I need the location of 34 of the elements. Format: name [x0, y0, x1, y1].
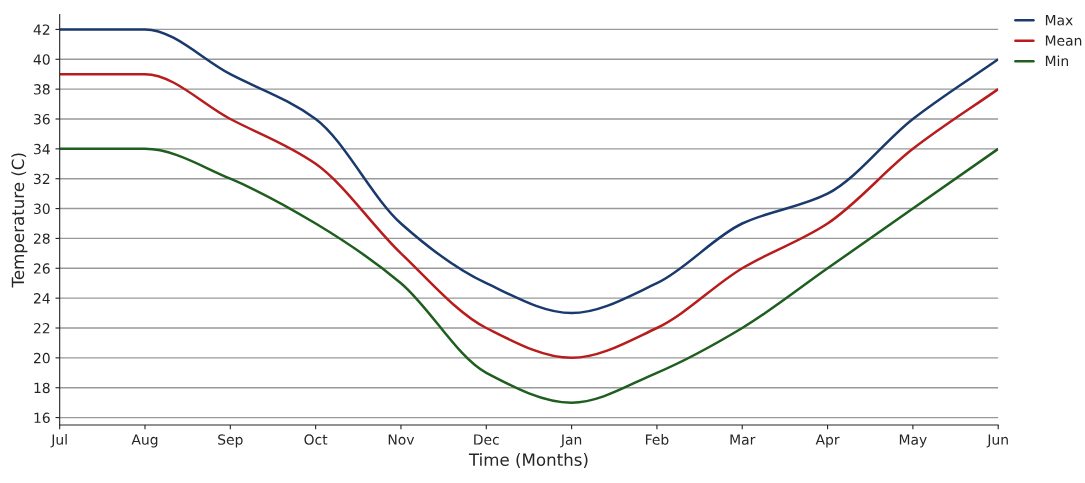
y-tick-label: 30 — [34, 203, 50, 215]
y-tick-label: 20 — [33, 352, 50, 364]
x-tick-label: Nov — [388, 434, 415, 445]
x-tick-label: Jun — [986, 434, 1008, 448]
x-tick-label: Feb — [645, 434, 669, 445]
y-tick-label: 22 — [33, 322, 50, 334]
y-tick-label: 16 — [34, 412, 50, 424]
y-tick-label: 42 — [33, 24, 50, 35]
y-tick-label: 32 — [34, 173, 50, 185]
y-tick-label: 40 — [33, 54, 50, 65]
x-tick-label: Sep — [218, 434, 243, 448]
legend-label: Mean — [1045, 35, 1082, 46]
y-tick-label: 28 — [33, 233, 50, 244]
line-series — [59, 72, 999, 360]
y-tick-label: 38 — [34, 84, 50, 95]
x-tick-label: Apr — [815, 434, 840, 448]
y-tick-label: 26 — [33, 263, 50, 274]
line-series — [59, 28, 999, 315]
y-tick-label: 34 — [34, 143, 50, 155]
x-tick-label: Dec — [474, 434, 499, 445]
y-tick-label: 36 — [34, 113, 50, 125]
x-tick-label: Jan — [560, 434, 582, 448]
x-tick-label: Aug — [131, 434, 158, 448]
y-tick-label: 24 — [33, 293, 50, 304]
x-tick-label: May — [899, 434, 927, 448]
x-tick-label: Mar — [730, 434, 756, 445]
x-axis-title: Time (Months) — [468, 453, 588, 468]
line-series — [59, 147, 999, 404]
x-tick-label: Jul — [50, 434, 67, 448]
legend-label: Max — [1045, 15, 1073, 26]
x-tick-label: Oct — [304, 434, 328, 445]
y-tick-label: 18 — [34, 382, 50, 394]
y-axis-title: Temperature (C) — [11, 153, 28, 288]
legend-label: Min — [1045, 55, 1069, 66]
